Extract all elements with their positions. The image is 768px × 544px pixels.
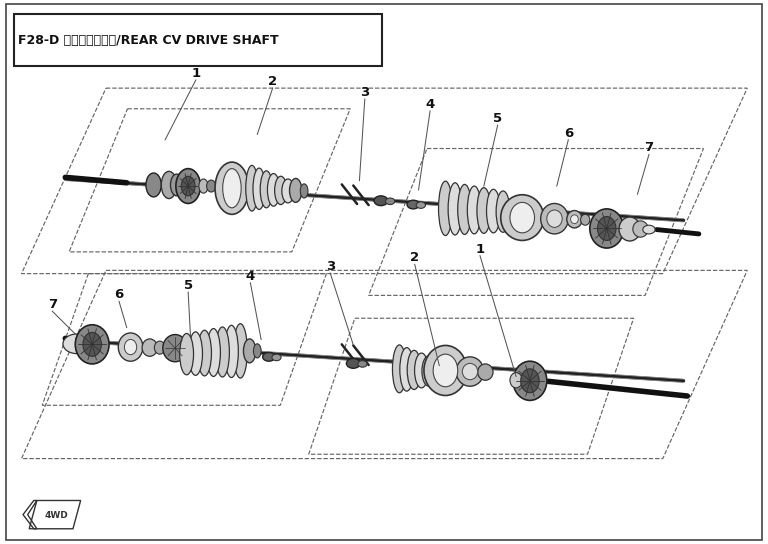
Ellipse shape (478, 364, 493, 380)
Ellipse shape (246, 165, 258, 211)
Text: 5: 5 (184, 279, 193, 292)
Ellipse shape (83, 332, 101, 356)
Text: 4: 4 (425, 98, 435, 111)
Ellipse shape (216, 327, 230, 377)
Ellipse shape (633, 221, 648, 237)
Ellipse shape (424, 345, 467, 395)
Circle shape (374, 196, 388, 206)
Ellipse shape (590, 209, 624, 248)
Ellipse shape (501, 195, 544, 240)
Ellipse shape (547, 210, 562, 227)
Circle shape (416, 202, 425, 208)
Text: 6: 6 (114, 288, 124, 301)
Ellipse shape (253, 344, 261, 358)
Ellipse shape (439, 181, 452, 236)
Ellipse shape (243, 339, 256, 363)
Ellipse shape (400, 348, 414, 391)
Ellipse shape (487, 189, 500, 233)
Ellipse shape (223, 169, 241, 208)
Ellipse shape (260, 171, 273, 208)
Ellipse shape (462, 363, 478, 380)
Circle shape (263, 353, 275, 361)
Circle shape (272, 354, 281, 361)
Ellipse shape (521, 369, 539, 393)
Ellipse shape (433, 354, 458, 387)
Ellipse shape (142, 339, 157, 356)
Ellipse shape (146, 173, 161, 197)
Ellipse shape (282, 179, 294, 203)
Ellipse shape (118, 333, 143, 361)
Ellipse shape (619, 217, 641, 241)
Text: 2: 2 (268, 75, 277, 88)
Ellipse shape (513, 361, 547, 400)
Ellipse shape (571, 215, 578, 224)
Text: 1: 1 (475, 243, 485, 256)
Ellipse shape (467, 186, 481, 234)
Ellipse shape (541, 203, 568, 234)
Text: 5: 5 (493, 112, 502, 125)
Ellipse shape (180, 333, 194, 375)
Ellipse shape (124, 339, 137, 355)
Ellipse shape (163, 335, 187, 362)
Ellipse shape (215, 162, 249, 214)
Ellipse shape (422, 356, 435, 386)
Ellipse shape (567, 211, 582, 228)
Ellipse shape (189, 332, 203, 375)
Circle shape (407, 200, 419, 209)
Text: 3: 3 (326, 260, 335, 273)
Text: 7: 7 (644, 141, 654, 154)
Ellipse shape (253, 168, 265, 209)
Ellipse shape (448, 183, 462, 235)
Ellipse shape (415, 353, 429, 388)
Text: 7: 7 (48, 298, 57, 311)
Ellipse shape (197, 330, 211, 376)
Ellipse shape (176, 169, 200, 203)
Bar (14, 14, 382, 66)
Ellipse shape (456, 357, 484, 386)
Ellipse shape (267, 174, 280, 206)
Text: 4WD: 4WD (45, 511, 68, 520)
Ellipse shape (181, 176, 195, 196)
Ellipse shape (207, 180, 216, 192)
Ellipse shape (598, 217, 616, 240)
Circle shape (346, 358, 360, 368)
Ellipse shape (407, 350, 421, 390)
Ellipse shape (392, 345, 406, 393)
Ellipse shape (224, 325, 238, 378)
Text: 1: 1 (191, 67, 200, 80)
Text: 2: 2 (410, 251, 419, 264)
Ellipse shape (300, 184, 308, 198)
Text: 3: 3 (360, 86, 369, 99)
Ellipse shape (429, 358, 443, 385)
Ellipse shape (458, 184, 472, 234)
Ellipse shape (170, 174, 183, 196)
Text: 6: 6 (564, 127, 573, 140)
Ellipse shape (581, 214, 590, 225)
Ellipse shape (199, 179, 208, 193)
Circle shape (63, 334, 91, 354)
Ellipse shape (510, 202, 535, 233)
Circle shape (358, 361, 367, 367)
Ellipse shape (477, 188, 491, 233)
Ellipse shape (154, 341, 165, 354)
Ellipse shape (207, 329, 220, 376)
Text: 4: 4 (246, 270, 255, 283)
Ellipse shape (510, 373, 522, 388)
Circle shape (643, 225, 655, 234)
Ellipse shape (496, 191, 510, 232)
Ellipse shape (75, 325, 109, 364)
Circle shape (386, 198, 395, 205)
Ellipse shape (233, 324, 247, 378)
Ellipse shape (275, 176, 287, 205)
Ellipse shape (161, 171, 177, 199)
Text: F28-D 后桥等速传动轴/REAR CV DRIVE SHAFT: F28-D 后桥等速传动轴/REAR CV DRIVE SHAFT (18, 34, 279, 47)
Ellipse shape (290, 178, 302, 202)
